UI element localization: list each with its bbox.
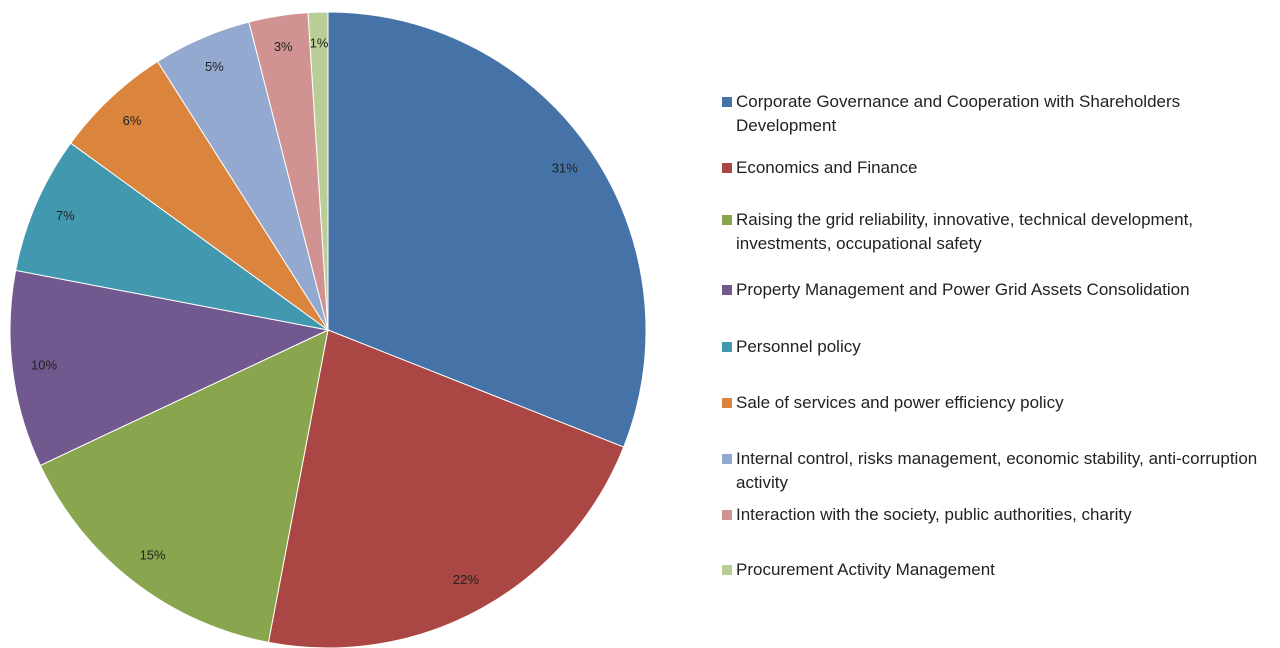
- legend-label: Raising the grid reliability, innovative…: [736, 210, 1194, 253]
- data-label: 1%: [310, 35, 329, 50]
- legend-label: Internal control, risks management, econ…: [736, 449, 1258, 492]
- pie-slice: [307, 11, 329, 331]
- legend-label: Interaction with the society, public aut…: [736, 505, 1132, 524]
- legend-swatch: [722, 342, 732, 352]
- legend-swatch: [722, 163, 732, 173]
- pie-slice: [9, 269, 330, 467]
- legend-item: Raising the grid reliability, innovative…: [722, 208, 1266, 256]
- legend-swatch: [722, 398, 732, 408]
- legend-item: Property Management and Power Grid Asset…: [722, 278, 1266, 302]
- legend-item: Internal control, risks management, econ…: [722, 447, 1266, 495]
- chart: 31% 22% 15% 10% 7% 6% 5% 3% 1%: [9, 11, 647, 648]
- legend-swatch: [722, 510, 732, 520]
- legend-item: Corporate Governance and Cooperation wit…: [722, 90, 1266, 138]
- legend-item: Interaction with the society, public aut…: [722, 503, 1266, 527]
- pie-slice: [327, 11, 647, 448]
- legend-item: Procurement Activity Management: [722, 558, 1266, 582]
- legend-label: Property Management and Power Grid Asset…: [736, 280, 1190, 299]
- data-label: 5%: [205, 59, 224, 74]
- data-label: 10%: [31, 357, 57, 372]
- legend-label: Sale of services and power efficiency po…: [736, 393, 1064, 412]
- legend-swatch: [722, 215, 732, 225]
- data-label: 6%: [123, 113, 142, 128]
- data-label: 7%: [56, 208, 75, 223]
- data-label: 15%: [140, 548, 166, 563]
- legend-label: Corporate Governance and Cooperation wit…: [736, 92, 1181, 135]
- legend-label: Procurement Activity Management: [736, 560, 995, 579]
- data-label: 31%: [552, 161, 578, 176]
- legend-label: Personnel policy: [736, 337, 861, 356]
- data-label: 22%: [453, 572, 479, 587]
- legend-swatch: [722, 285, 732, 295]
- pie-slice: [39, 329, 329, 643]
- pie-slice: [70, 60, 329, 331]
- legend-swatch: [722, 97, 732, 107]
- legend-swatch: [722, 565, 732, 575]
- legend-item: Sale of services and power efficiency po…: [722, 391, 1266, 415]
- data-label: 3%: [274, 39, 293, 54]
- legend-label: Economics and Finance: [736, 158, 918, 177]
- legend-swatch: [722, 454, 732, 464]
- legend-item: Economics and Finance: [722, 156, 1266, 180]
- pie-slice: [15, 142, 329, 331]
- legend-item: Personnel policy: [722, 335, 1266, 359]
